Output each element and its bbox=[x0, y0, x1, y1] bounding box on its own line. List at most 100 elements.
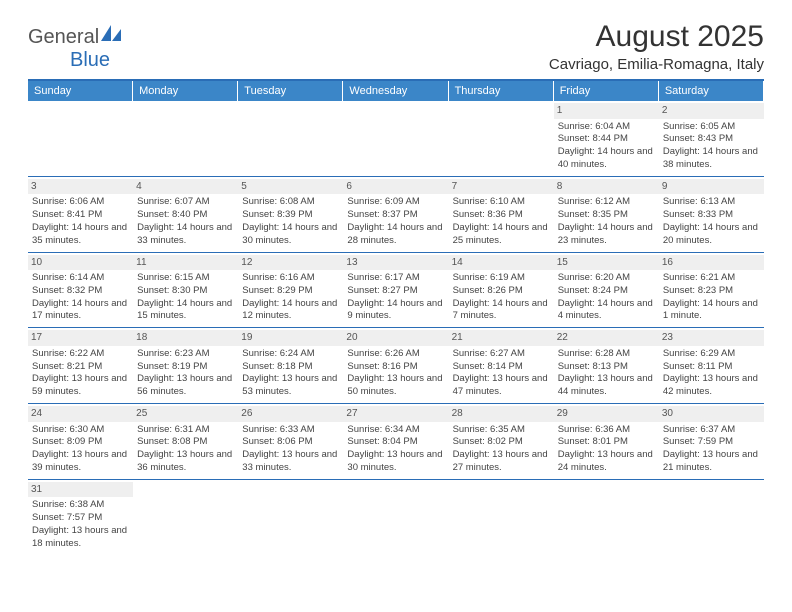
calendar-cell: 25 Sunrise: 6:31 AMSunset: 8:08 PMDayligh… bbox=[133, 404, 238, 480]
daylight-text: Daylight: 13 hours and 24 minutes. bbox=[558, 449, 655, 475]
day-number: 13 bbox=[343, 255, 448, 271]
page-title: August 2025 bbox=[549, 20, 764, 54]
sunset-text: Sunset: 8:29 PM bbox=[242, 285, 339, 298]
day-number: 24 bbox=[28, 406, 133, 422]
calendar-cell: 27Sunrise: 6:34 AMSunset: 8:04 PMDayligh… bbox=[343, 404, 448, 480]
header: General Blue August 2025 Cavriago, Emili… bbox=[28, 20, 764, 73]
sunrise-text: Sunrise: 6:10 AM bbox=[453, 196, 550, 209]
calendar-cell: 17 Sunrise: 6:22 AMSunset: 8:21 PMDayligh… bbox=[28, 328, 133, 404]
daylight-text: Daylight: 14 hours and 12 minutes. bbox=[242, 298, 339, 324]
daylight-text: Daylight: 13 hours and 27 minutes. bbox=[453, 449, 550, 475]
day-number: 8 bbox=[554, 179, 659, 195]
sunrise-text: Sunrise: 6:24 AM bbox=[242, 348, 339, 361]
day-number: 1 bbox=[554, 103, 659, 119]
calendar-cell: 15Sunrise: 6:20 AMSunset: 8:24 PMDayligh… bbox=[554, 253, 659, 329]
calendar-cell-empty bbox=[449, 101, 554, 177]
sunset-text: Sunset: 8:41 PM bbox=[32, 209, 129, 222]
calendar-cell: 9Sunrise: 6:13 AMSunset: 8:33 PMDaylight… bbox=[659, 177, 764, 253]
day-number: 10 bbox=[28, 255, 133, 271]
day-number: 5 bbox=[238, 179, 343, 195]
sunset-text: Sunset: 8:36 PM bbox=[453, 209, 550, 222]
calendar-cell: 22Sunrise: 6:28 AMSunset: 8:13 PMDayligh… bbox=[554, 328, 659, 404]
daylight-text: Daylight: 14 hours and 7 minutes. bbox=[453, 298, 550, 324]
day-number: 3 bbox=[28, 179, 133, 195]
title-block: August 2025 Cavriago, Emilia-Romagna, It… bbox=[549, 20, 764, 73]
sunrise-text: Sunrise: 6:14 AM bbox=[32, 272, 129, 285]
daylight-text: Daylight: 14 hours and 23 minutes. bbox=[558, 222, 655, 248]
day-number: 29 bbox=[554, 406, 659, 422]
calendar-cell-empty bbox=[343, 101, 448, 177]
daylight-text: Daylight: 13 hours and 53 minutes. bbox=[242, 373, 339, 399]
calendar-cell-empty bbox=[659, 480, 764, 555]
sunset-text: Sunset: 8:08 PM bbox=[137, 436, 234, 449]
day-number: 17 bbox=[28, 330, 133, 346]
day-number: 28 bbox=[449, 406, 554, 422]
calendar-cell: 14Sunrise: 6:19 AMSunset: 8:26 PMDayligh… bbox=[449, 253, 554, 329]
sunrise-text: Sunrise: 6:26 AM bbox=[347, 348, 444, 361]
daylight-text: Daylight: 13 hours and 33 minutes. bbox=[242, 449, 339, 475]
daylight-text: Daylight: 13 hours and 21 minutes. bbox=[663, 449, 760, 475]
sunset-text: Sunset: 7:57 PM bbox=[32, 512, 129, 525]
day-number: 25 bbox=[133, 406, 238, 422]
sunset-text: Sunset: 8:01 PM bbox=[558, 436, 655, 449]
daylight-text: Daylight: 13 hours and 59 minutes. bbox=[32, 373, 129, 399]
day-number: 11 bbox=[133, 255, 238, 271]
sunrise-text: Sunrise: 6:33 AM bbox=[242, 424, 339, 437]
daylight-text: Daylight: 14 hours and 9 minutes. bbox=[347, 298, 444, 324]
calendar-cell: 3Sunrise: 6:06 AMSunset: 8:41 PMDaylight… bbox=[28, 177, 133, 253]
day-number: 18 bbox=[133, 330, 238, 346]
daylight-text: Daylight: 14 hours and 30 minutes. bbox=[242, 222, 339, 248]
sunrise-text: Sunrise: 6:19 AM bbox=[453, 272, 550, 285]
logo-text-2: Blue bbox=[70, 49, 110, 71]
sunrise-text: Sunrise: 6:09 AM bbox=[347, 196, 444, 209]
day-header: Monday bbox=[133, 81, 238, 101]
daylight-text: Daylight: 13 hours and 18 minutes. bbox=[32, 525, 129, 551]
sunrise-text: Sunrise: 6:30 AM bbox=[32, 424, 129, 437]
sunset-text: Sunset: 8:19 PM bbox=[137, 361, 234, 374]
sunset-text: Sunset: 8:37 PM bbox=[347, 209, 444, 222]
calendar-cell: 24Sunrise: 6:30 AMSunset: 8:09 PMDayligh… bbox=[28, 404, 133, 480]
day-header: Wednesday bbox=[343, 81, 448, 101]
daylight-text: Daylight: 14 hours and 15 minutes. bbox=[137, 298, 234, 324]
sunset-text: Sunset: 8:06 PM bbox=[242, 436, 339, 449]
daylight-text: Daylight: 13 hours and 36 minutes. bbox=[137, 449, 234, 475]
sunrise-text: Sunrise: 6:05 AM bbox=[663, 121, 760, 134]
daylight-text: Daylight: 14 hours and 20 minutes. bbox=[663, 222, 760, 248]
sunrise-text: Sunrise: 6:34 AM bbox=[347, 424, 444, 437]
calendar-cell: 8Sunrise: 6:12 AMSunset: 8:35 PMDaylight… bbox=[554, 177, 659, 253]
calendar-cell-empty bbox=[133, 480, 238, 555]
daylight-text: Daylight: 14 hours and 35 minutes. bbox=[32, 222, 129, 248]
sunrise-text: Sunrise: 6:07 AM bbox=[137, 196, 234, 209]
sunset-text: Sunset: 8:16 PM bbox=[347, 361, 444, 374]
calendar-cell: 7Sunrise: 6:10 AMSunset: 8:36 PMDaylight… bbox=[449, 177, 554, 253]
day-number: 31 bbox=[28, 482, 133, 498]
daylight-text: Daylight: 14 hours and 4 minutes. bbox=[558, 298, 655, 324]
logo-text: General Blue bbox=[28, 26, 123, 72]
sunset-text: Sunset: 8:11 PM bbox=[663, 361, 760, 374]
calendar-cell: 20Sunrise: 6:26 AMSunset: 8:16 PMDayligh… bbox=[343, 328, 448, 404]
daylight-text: Daylight: 13 hours and 56 minutes. bbox=[137, 373, 234, 399]
calendar-cell: 31Sunrise: 6:38 AMSunset: 7:57 PMDayligh… bbox=[28, 480, 133, 555]
sunrise-text: Sunrise: 6:22 AM bbox=[32, 348, 129, 361]
day-number: 27 bbox=[343, 406, 448, 422]
sunset-text: Sunset: 8:33 PM bbox=[663, 209, 760, 222]
calendar-cell: 6Sunrise: 6:09 AMSunset: 8:37 PMDaylight… bbox=[343, 177, 448, 253]
calendar-cell: 19Sunrise: 6:24 AMSunset: 8:18 PMDayligh… bbox=[238, 328, 343, 404]
calendar-cell: 26Sunrise: 6:33 AMSunset: 8:06 PMDayligh… bbox=[238, 404, 343, 480]
sunrise-text: Sunrise: 6:31 AM bbox=[137, 424, 234, 437]
sunrise-text: Sunrise: 6:12 AM bbox=[558, 196, 655, 209]
sunrise-text: Sunrise: 6:21 AM bbox=[663, 272, 760, 285]
daylight-text: Daylight: 14 hours and 1 minute. bbox=[663, 298, 760, 324]
calendar-cell: 21Sunrise: 6:27 AMSunset: 8:14 PMDayligh… bbox=[449, 328, 554, 404]
sunrise-text: Sunrise: 6:04 AM bbox=[558, 121, 655, 134]
sunrise-text: Sunrise: 6:06 AM bbox=[32, 196, 129, 209]
calendar-cell: 18Sunrise: 6:23 AMSunset: 8:19 PMDayligh… bbox=[133, 328, 238, 404]
daylight-text: Daylight: 14 hours and 25 minutes. bbox=[453, 222, 550, 248]
calendar-cell-empty bbox=[133, 101, 238, 177]
sunrise-text: Sunrise: 6:35 AM bbox=[453, 424, 550, 437]
sunrise-text: Sunrise: 6:36 AM bbox=[558, 424, 655, 437]
daylight-text: Daylight: 14 hours and 38 minutes. bbox=[663, 146, 760, 172]
calendar-cell: 16Sunrise: 6:21 AMSunset: 8:23 PMDayligh… bbox=[659, 253, 764, 329]
sunset-text: Sunset: 8:21 PM bbox=[32, 361, 129, 374]
calendar-cell: 30Sunrise: 6:37 AMSunset: 7:59 PMDayligh… bbox=[659, 404, 764, 480]
